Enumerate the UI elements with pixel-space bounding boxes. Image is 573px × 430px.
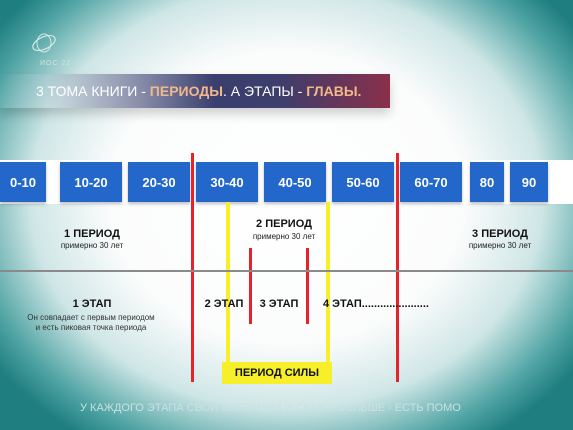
decade-box-0-10: 0-10: [0, 162, 46, 202]
period-boundary-marker-2: [396, 153, 399, 382]
decade-box-10-20: 10-20: [60, 162, 122, 202]
period-1-title: 1 ПЕРИОД: [64, 228, 120, 240]
stage-4-title: 4 ЭТАП......................: [323, 298, 429, 310]
logo-text: ИОС 22: [40, 60, 72, 67]
stage-2-title: 2 ЭТАП: [204, 298, 244, 310]
title-banner: [0, 74, 390, 108]
power-bracket-right: [326, 202, 330, 382]
period-2-duration: примерно 30 лет: [252, 232, 316, 241]
decade-box-80: 80: [470, 162, 504, 202]
stage-1-note-line2: и есть пиковая точка периода: [35, 323, 147, 332]
banner-title: 3 ТОМА КНИГИ - ПЕРИОДЫ. А ЭТАПЫ - ГЛАВЫ.: [36, 83, 361, 99]
decade-box-20-30: 20-30: [128, 162, 190, 202]
power-bracket-left: [226, 202, 230, 382]
power-period-label: ПЕРИОД СИЛЫ: [222, 362, 332, 384]
period-3-duration: примерно 30 лет: [468, 241, 532, 250]
footer-caption: У КАЖДОГО ЭТАПА СВОИ ВИБРАЦИИ И СКАЖУ БО…: [80, 402, 461, 414]
decade-box-60-70: 60-70: [400, 162, 462, 202]
period-boundary-marker-1: [191, 153, 194, 382]
timeline-divider: [0, 270, 573, 272]
banner-highlight-periods: ПЕРИОДЫ: [149, 83, 223, 99]
stage-1-note-line1: Он совпадает с первым периодом: [27, 313, 155, 322]
logo-icon: [32, 33, 56, 53]
period-2-title: 2 ПЕРИОД: [256, 218, 312, 230]
banner-text-part2: . А ЭТАПЫ -: [222, 83, 307, 99]
period-1-duration: примерно 30 лет: [60, 241, 124, 250]
period-3-title: 3 ПЕРИОД: [472, 228, 528, 240]
decade-box-50-60: 50-60: [332, 162, 394, 202]
banner-text-part1: 3 ТОМА КНИГИ -: [36, 83, 150, 99]
banner-highlight-chapters: ГЛАВЫ.: [306, 83, 362, 99]
decade-box-90: 90: [510, 162, 548, 202]
decade-box-40-50: 40-50: [264, 162, 326, 202]
stage-marker-3-4: [306, 248, 309, 324]
stage-marker-2-3: [249, 248, 252, 324]
stage-1-title: 1 ЭТАП: [72, 298, 112, 310]
decade-box-30-40: 30-40: [196, 162, 258, 202]
stage-3-title: 3 ЭТАП: [259, 298, 299, 310]
